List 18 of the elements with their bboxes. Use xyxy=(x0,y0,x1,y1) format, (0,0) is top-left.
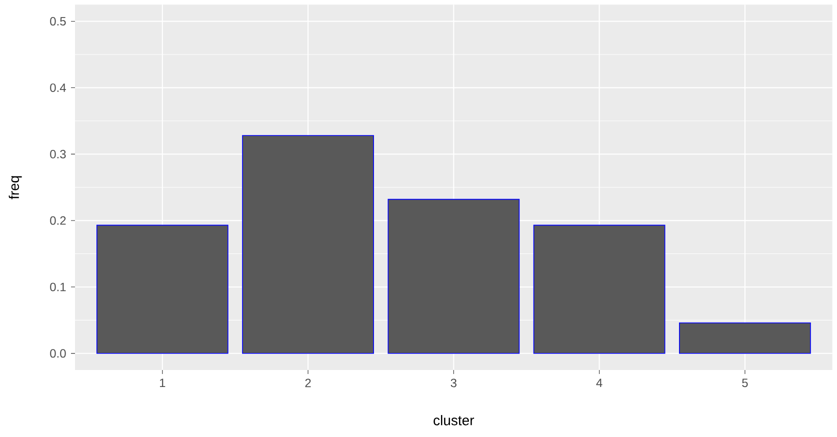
y-tick-label: 0.4 xyxy=(50,83,66,92)
bar xyxy=(242,135,374,354)
x-tick-label: 5 xyxy=(742,378,748,388)
y-tick-label: 0.5 xyxy=(50,17,66,26)
y-tick-label: 0.3 xyxy=(50,150,66,158)
bar xyxy=(96,224,228,354)
bar xyxy=(533,224,666,354)
bar xyxy=(679,322,811,354)
y-tick-label: 0.1 xyxy=(50,282,66,292)
y-axis-title: freq xyxy=(8,176,22,200)
x-axis-title: cluster xyxy=(434,415,474,426)
x-tick-label: 3 xyxy=(450,378,456,388)
x-tick-label: 1 xyxy=(160,378,166,387)
x-tick-label: 4 xyxy=(596,378,602,387)
y-tick-label: 0.2 xyxy=(50,216,66,225)
x-tick-label: 2 xyxy=(305,378,311,388)
y-tick-label: 0.0 xyxy=(50,349,66,358)
bar xyxy=(388,198,520,354)
